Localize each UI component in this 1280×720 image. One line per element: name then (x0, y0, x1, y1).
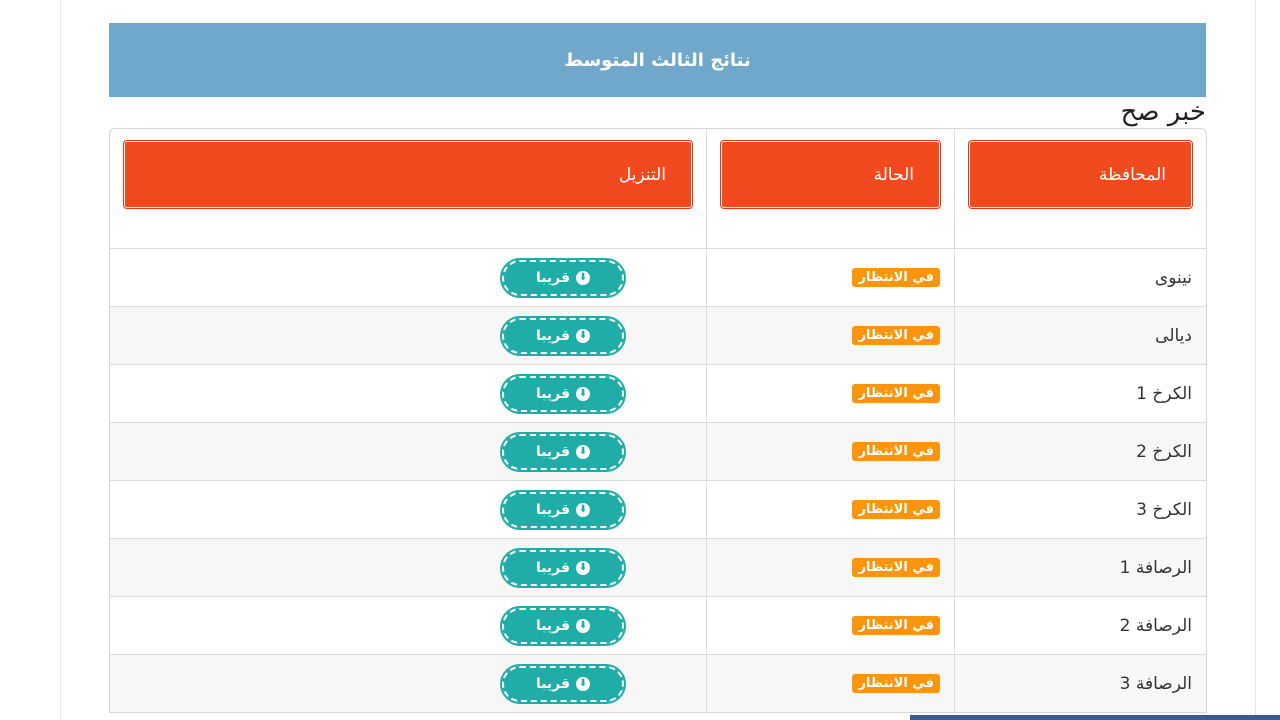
status-badge: في الانتظار (852, 500, 940, 519)
download-button[interactable]: ⬇ قريبا (500, 431, 626, 472)
status-badge: في الانتظار (852, 616, 940, 635)
download-button[interactable]: ⬇ قريبا (500, 663, 626, 704)
download-label: قريبا (535, 327, 571, 344)
page-border-left (60, 0, 61, 720)
header-province: المحافظة (968, 140, 1193, 209)
province-cell: الكرخ 3 (954, 481, 1206, 538)
download-label: قريبا (535, 501, 571, 518)
download-button[interactable]: ⬇ قريبا (500, 257, 626, 298)
results-table: المحافظة الحالة التنزيل نينوى في الانتظا… (109, 128, 1207, 713)
circle-arrow-down-icon: ⬇ (576, 618, 591, 633)
circle-arrow-down-icon: ⬇ (576, 270, 591, 285)
circle-arrow-down-icon: ⬇ (576, 386, 591, 401)
status-badge: في الانتظار (852, 558, 940, 577)
province-cell: نينوى (954, 249, 1206, 306)
header-download: التنزيل (123, 140, 693, 209)
download-label: قريبا (535, 675, 571, 692)
province-cell: ديالى (954, 307, 1206, 364)
download-button[interactable]: ⬇ قريبا (500, 315, 626, 356)
download-label: قريبا (535, 559, 571, 576)
download-button[interactable]: ⬇ قريبا (500, 489, 626, 530)
province-cell: الرصافة 1 (954, 539, 1206, 596)
province-cell: الكرخ 1 (954, 365, 1206, 422)
download-label: قريبا (535, 269, 571, 286)
status-badge: في الانتظار (852, 442, 940, 461)
province-cell: الرصافة 2 (954, 597, 1206, 654)
status-badge: في الانتظار (852, 326, 940, 345)
table-row: نينوى في الانتظار ⬇ قريبا (110, 248, 1206, 306)
table-row: الرصافة 1 في الانتظار ⬇ قريبا (110, 538, 1206, 596)
status-badge: في الانتظار (852, 384, 940, 403)
province-cell: الرصافة 3 (954, 655, 1206, 712)
page-title: نتائج الثالث المتوسط (109, 23, 1206, 97)
download-button[interactable]: ⬇ قريبا (500, 605, 626, 646)
download-button[interactable]: ⬇ قريبا (500, 373, 626, 414)
download-button[interactable]: ⬇ قريبا (500, 547, 626, 588)
table-row: الكرخ 1 في الانتظار ⬇ قريبا (110, 364, 1206, 422)
download-label: قريبا (535, 385, 571, 402)
circle-arrow-down-icon: ⬇ (576, 502, 591, 517)
bottom-bar (910, 715, 1280, 720)
province-cell: الكرخ 2 (954, 423, 1206, 480)
watermark: خبر صح (1120, 97, 1206, 127)
page-border-right (1255, 0, 1256, 720)
table-row: الكرخ 2 في الانتظار ⬇ قريبا (110, 422, 1206, 480)
circle-arrow-down-icon: ⬇ (576, 560, 591, 575)
download-label: قريبا (535, 617, 571, 634)
header-status: الحالة (720, 140, 941, 209)
table-row: ديالى في الانتظار ⬇ قريبا (110, 306, 1206, 364)
circle-arrow-down-icon: ⬇ (576, 676, 591, 691)
table-row: الرصافة 2 في الانتظار ⬇ قريبا (110, 596, 1206, 654)
table-row: الرصافة 3 في الانتظار ⬇ قريبا (110, 654, 1206, 712)
status-badge: في الانتظار (852, 268, 940, 287)
status-badge: في الانتظار (852, 674, 940, 693)
circle-arrow-down-icon: ⬇ (576, 328, 591, 343)
table-row: الكرخ 3 في الانتظار ⬇ قريبا (110, 480, 1206, 538)
table-header: المحافظة الحالة التنزيل (110, 129, 1206, 248)
download-label: قريبا (535, 443, 571, 460)
circle-arrow-down-icon: ⬇ (576, 444, 591, 459)
